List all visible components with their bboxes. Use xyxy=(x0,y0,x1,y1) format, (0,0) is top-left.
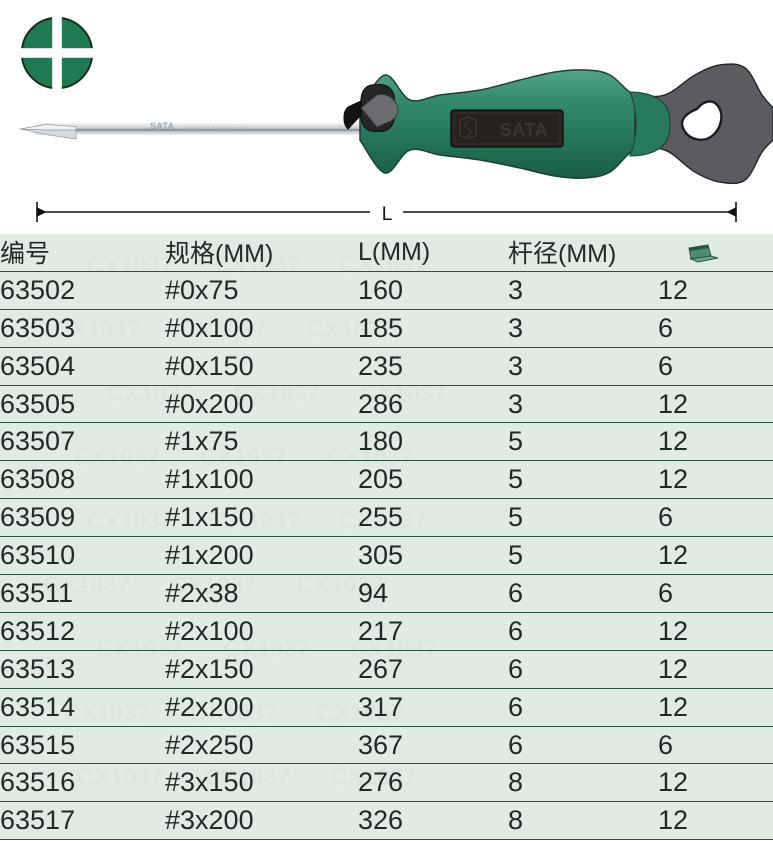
svg-text:L: L xyxy=(382,204,393,225)
